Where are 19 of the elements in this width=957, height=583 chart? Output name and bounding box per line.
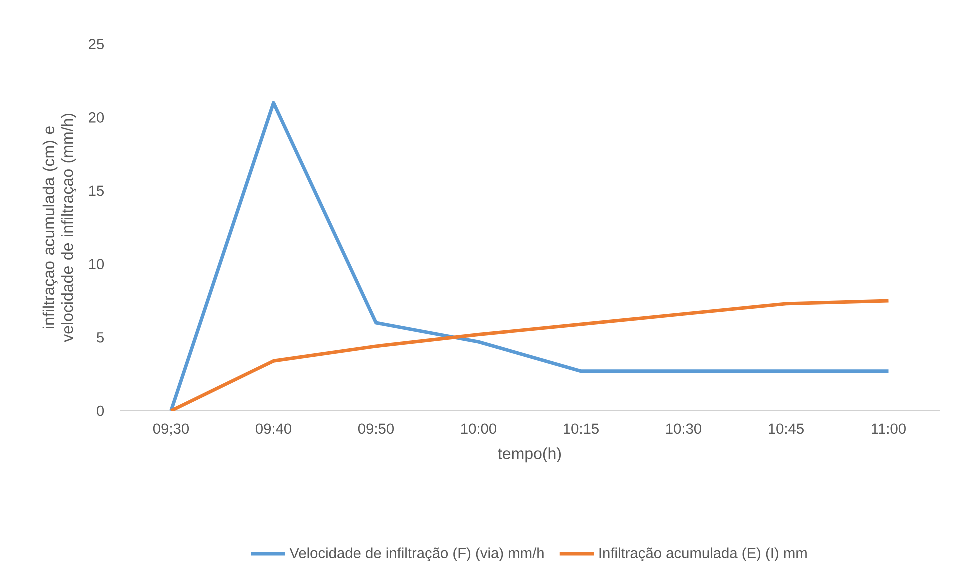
x-tick-label: 09:40 bbox=[256, 424, 292, 434]
y-tick-label: 15 bbox=[89, 186, 104, 196]
line-series bbox=[170, 299, 890, 411]
x-tick-label: 11:00 bbox=[872, 424, 906, 434]
x-tick-label: 09:50 bbox=[358, 424, 394, 434]
legend-label: Infiltração acumulada (E) (I) mm bbox=[600, 548, 807, 562]
y-axis-title: infiltraçao acumulada (cm) e velocidade de infiltraçao (mm/h) bbox=[42, 114, 76, 342]
y-tick-label: 10 bbox=[89, 259, 104, 270]
legend-label: Velocidade de infiltração (F) (via) mm/h bbox=[290, 548, 544, 562]
y-tick-label: 25 bbox=[89, 39, 104, 50]
x-axis-title: tempo(h) bbox=[498, 448, 561, 463]
x-tick-label: 10:45 bbox=[769, 424, 804, 434]
y-tick-label: 5 bbox=[97, 332, 104, 343]
x-tick-label: 10:00 bbox=[462, 424, 497, 434]
y-tick-label: 0 bbox=[97, 406, 104, 416]
x-tick-label: 10:30 bbox=[666, 424, 702, 434]
x-tick-label: 09;30 bbox=[153, 424, 190, 436]
x-tick-label: 10:15 bbox=[564, 424, 599, 434]
y-tick-label: 20 bbox=[89, 112, 104, 123]
